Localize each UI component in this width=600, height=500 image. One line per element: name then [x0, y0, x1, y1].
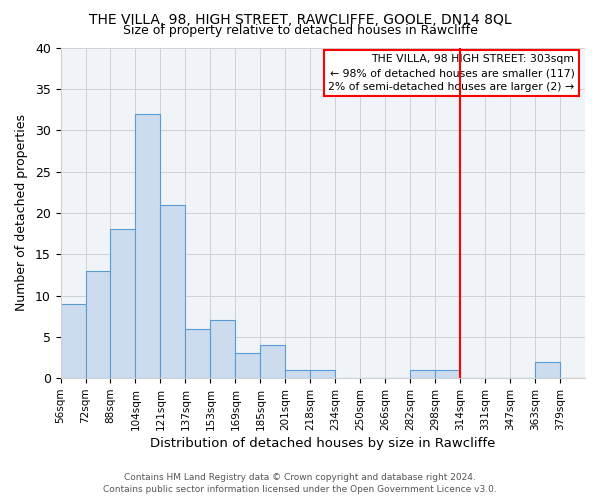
Bar: [535, 362, 560, 378]
Bar: [136, 114, 160, 378]
Bar: [86, 270, 110, 378]
Bar: [61, 304, 86, 378]
Y-axis label: Number of detached properties: Number of detached properties: [15, 114, 28, 312]
Text: Contains HM Land Registry data © Crown copyright and database right 2024.
Contai: Contains HM Land Registry data © Crown c…: [103, 472, 497, 494]
Bar: [435, 370, 460, 378]
Bar: [110, 230, 136, 378]
Bar: [310, 370, 335, 378]
Bar: [185, 328, 211, 378]
Bar: [235, 354, 260, 378]
Bar: [260, 345, 286, 378]
X-axis label: Distribution of detached houses by size in Rawcliffe: Distribution of detached houses by size …: [150, 437, 496, 450]
Bar: [286, 370, 310, 378]
Text: THE VILLA, 98 HIGH STREET: 303sqm
← 98% of detached houses are smaller (117)
2% : THE VILLA, 98 HIGH STREET: 303sqm ← 98% …: [328, 54, 575, 92]
Text: THE VILLA, 98, HIGH STREET, RAWCLIFFE, GOOLE, DN14 8QL: THE VILLA, 98, HIGH STREET, RAWCLIFFE, G…: [89, 12, 511, 26]
Text: Size of property relative to detached houses in Rawcliffe: Size of property relative to detached ho…: [122, 24, 478, 37]
Bar: [410, 370, 435, 378]
Bar: [160, 204, 185, 378]
Bar: [211, 320, 235, 378]
